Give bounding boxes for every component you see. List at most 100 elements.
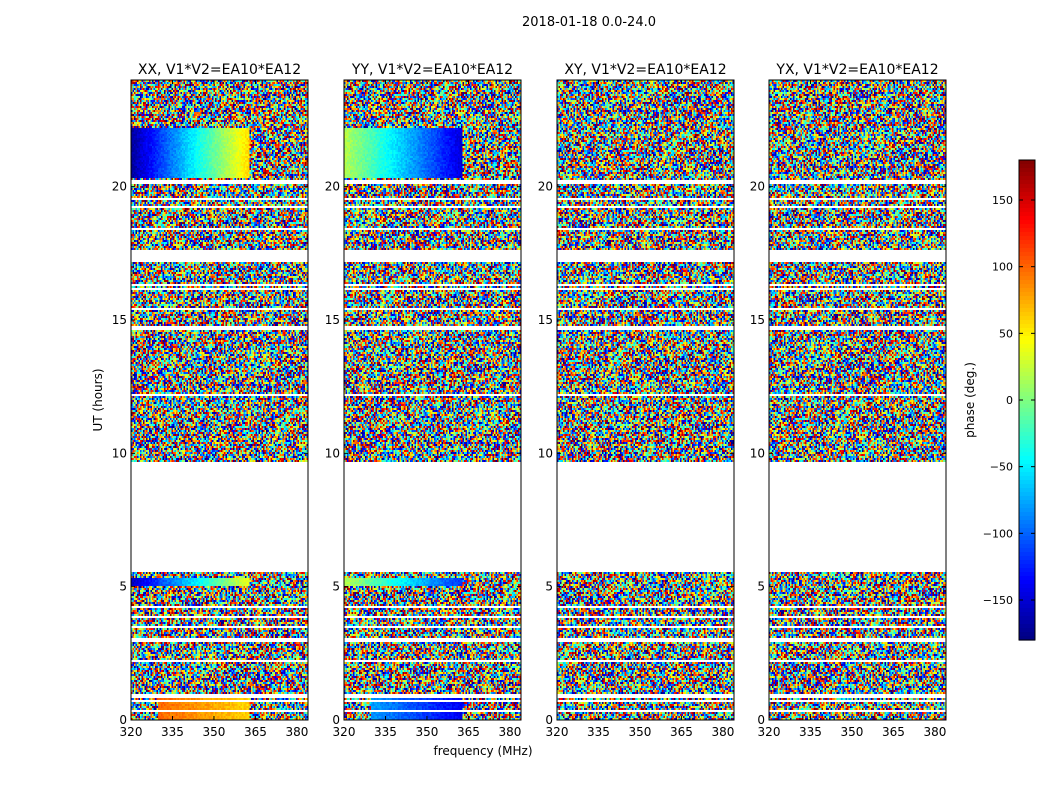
colorbar-segment [1019, 636, 1035, 641]
colorbar-tick-label: −150 [983, 594, 1013, 607]
colorbar-segment [1019, 560, 1035, 565]
colorbar-segment [1019, 260, 1035, 265]
x-tick-label: 335 [799, 725, 822, 739]
panel-frame [343, 79, 522, 721]
x-tick-label: 350 [416, 725, 439, 739]
phase-heatmap-yy [344, 80, 521, 720]
colorbar-segment [1019, 392, 1035, 397]
x-tick-label: 335 [161, 725, 184, 739]
colorbar-segment [1019, 240, 1035, 245]
colorbar-segment [1019, 444, 1035, 449]
colorbar-segment [1019, 380, 1035, 385]
y-tick-label: 15 [750, 313, 765, 327]
colorbar-segment [1019, 320, 1035, 325]
panel-frame [556, 79, 735, 721]
colorbar-segment [1019, 332, 1035, 337]
colorbar-segment [1019, 512, 1035, 517]
colorbar-segment [1019, 196, 1035, 201]
colorbar-segment [1019, 428, 1035, 433]
x-tick-label: 380 [923, 725, 946, 739]
panel-xy: XY, V1*V2=EA10*EA12 320 335 350 365 380 0 5 10 15… [538, 62, 735, 739]
colorbar-segment [1019, 492, 1035, 497]
colorbar-segment [1019, 408, 1035, 413]
y-tick-label: 0 [757, 713, 765, 727]
colorbar-segment [1019, 584, 1035, 589]
colorbar-segment [1019, 268, 1035, 273]
x-tick-label: 365 [244, 725, 267, 739]
x-tick-label: 350 [841, 725, 864, 739]
x-tick-label: 365 [670, 725, 693, 739]
colorbar-tick-label: 0 [1006, 394, 1013, 407]
y-tick-label: 20 [325, 180, 340, 194]
colorbar-segment [1019, 252, 1035, 257]
panel-title: XY, V1*V2=EA10*EA12 [564, 62, 726, 78]
colorbar-segment [1019, 540, 1035, 545]
colorbar-segment [1019, 212, 1035, 217]
y-tick-label: 15 [325, 313, 340, 327]
colorbar-segment [1019, 348, 1035, 353]
colorbar-segment [1019, 484, 1035, 489]
colorbar-segment [1019, 572, 1035, 577]
colorbar-segment [1019, 180, 1035, 185]
colorbar-segment [1019, 384, 1035, 389]
colorbar-segment [1019, 272, 1035, 277]
colorbar-segment [1019, 412, 1035, 417]
y-tick-label: 5 [332, 580, 340, 594]
colorbar-segment [1019, 192, 1035, 197]
colorbar-segment [1019, 508, 1035, 513]
colorbar-segment [1019, 556, 1035, 561]
colorbar-segment [1019, 220, 1035, 225]
colorbar-segment [1019, 472, 1035, 477]
phase-heatmap-xy [557, 80, 734, 720]
colorbar-segment [1019, 620, 1035, 625]
colorbar-segment [1019, 500, 1035, 505]
colorbar-segment [1019, 616, 1035, 621]
x-tick-label: 365 [457, 725, 480, 739]
x-tick-label: 335 [374, 725, 397, 739]
colorbar-segment [1019, 208, 1035, 213]
colorbar-segment [1019, 296, 1035, 301]
colorbar-segment [1019, 440, 1035, 445]
colorbar-segment [1019, 328, 1035, 333]
colorbar-label: phase (deg.) [963, 362, 977, 438]
y-tick-label: 15 [538, 313, 553, 327]
colorbar-segment [1019, 628, 1035, 633]
colorbar-segment [1019, 400, 1035, 405]
y-tick-label: 20 [750, 180, 765, 194]
panel-title: YY, V1*V2=EA10*EA12 [351, 62, 513, 78]
colorbar-segment [1019, 388, 1035, 393]
y-tick-label: 0 [332, 713, 340, 727]
colorbar-segment [1019, 564, 1035, 569]
x-tick-label: 320 [120, 725, 143, 739]
colorbar-segment [1019, 524, 1035, 529]
y-tick-label: 15 [112, 313, 127, 327]
x-tick-label: 365 [882, 725, 905, 739]
panel-frame [130, 79, 309, 721]
colorbar-segment [1019, 416, 1035, 421]
colorbar-segment [1019, 604, 1035, 609]
colorbar-segment [1019, 448, 1035, 453]
colorbar-segment [1019, 456, 1035, 461]
y-tick-label: 5 [757, 580, 765, 594]
x-tick-label: 320 [333, 725, 356, 739]
colorbar-segment [1019, 340, 1035, 345]
colorbar-segment [1019, 404, 1035, 409]
colorbar-segment [1019, 280, 1035, 285]
colorbar-segment [1019, 356, 1035, 361]
colorbar-segment [1019, 376, 1035, 381]
colorbar-segment [1019, 436, 1035, 441]
colorbar-segment [1019, 336, 1035, 341]
y-tick-label: 10 [538, 446, 553, 460]
colorbar-segment [1019, 284, 1035, 289]
colorbar-segment [1019, 528, 1035, 533]
panel-frame [768, 79, 947, 721]
y-tick-label: 0 [119, 713, 127, 727]
y-tick-label: 10 [750, 446, 765, 460]
colorbar-segment [1019, 288, 1035, 293]
colorbar-segment [1019, 480, 1035, 485]
colorbar-segment [1019, 360, 1035, 365]
colorbar-segment [1019, 316, 1035, 321]
colorbar-segment [1019, 324, 1035, 329]
colorbar-segment [1019, 352, 1035, 357]
